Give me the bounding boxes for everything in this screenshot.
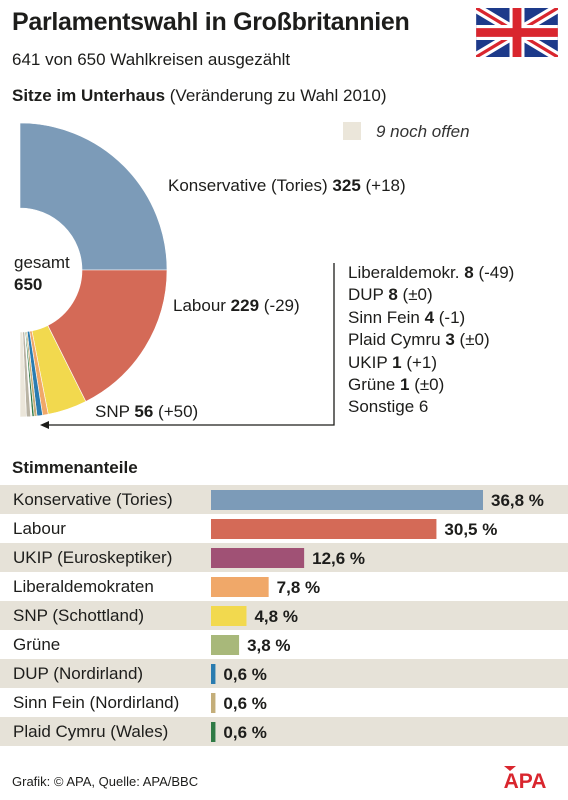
small-party-value: 6 [418, 397, 429, 417]
bar-category-label: Labour [13, 519, 66, 538]
small-party-name: Sonstige [348, 397, 415, 417]
donut-slice-0 [19, 122, 168, 271]
small-party-name: DUP [348, 285, 384, 305]
total-seats-caption: gesamt [14, 253, 70, 272]
seat-label-snp: SNP 56 (+50) [95, 402, 198, 422]
small-party-value: 4 [424, 307, 435, 327]
votes-heading: Stimmenanteile [12, 458, 138, 477]
small-party-name: Sinn Fein [348, 307, 420, 327]
open-seats-label: 9 noch offen [376, 122, 470, 141]
bar-category-label: UKIP (Euroskeptiker) [13, 548, 172, 567]
bar-category-label: Liberaldemokraten [13, 577, 154, 596]
small-party-value: 3 [445, 330, 455, 350]
small-parties-bracket [40, 263, 335, 429]
seats-heading-bold: Sitze im Unterhaus [12, 86, 166, 105]
small-party-row-libdem: Liberaldemokr. 8 (-49) [348, 262, 514, 284]
small-party-value: 8 [464, 263, 474, 282]
small-party-row-others: Sonstige 6 [348, 396, 514, 418]
small-party-change: (+1) [406, 352, 438, 372]
vote-share-bar [211, 664, 216, 684]
small-party-name: Liberaldemokr. [348, 263, 460, 282]
bar-row-shade [0, 717, 568, 746]
bar-value-label: 0,6 % [223, 665, 266, 684]
vote-share-bar [211, 519, 437, 539]
donut-slice-1 [47, 269, 168, 402]
bar-value-label: 0,6 % [223, 723, 266, 742]
seat-label-labour: Labour 229 (-29) [173, 296, 300, 316]
apa-logo-text: APA [504, 770, 547, 790]
small-party-value: 1 [392, 352, 402, 372]
bar-value-label: 0,6 % [223, 694, 266, 713]
vote-share-bar [211, 606, 247, 626]
seats-heading: Sitze im Unterhaus (Veränderung zu Wahl … [12, 86, 387, 106]
bar-category-label: Sinn Fein (Nordirland) [13, 693, 179, 712]
small-party-row-sinnfein: Sinn Fein 4 (-1) [348, 307, 514, 329]
seats-donut-chart [19, 122, 168, 418]
seat-label-change: (+50) [158, 402, 199, 421]
seat-label-value: 56 [134, 402, 154, 421]
small-parties-list: Liberaldemokr. 8 (-49) DUP 8 (±0) Sinn F… [348, 262, 514, 419]
small-party-change: (-1) [438, 307, 466, 327]
bar-category-label: Konservative (Tories) [13, 490, 173, 509]
bar-category-label: Plaid Cymru (Wales) [13, 722, 168, 741]
bar-row-shade [0, 659, 568, 688]
seat-label-conservatives: Konservative (Tories) 325 (+18) [168, 176, 406, 196]
bar-value-label: 30,5 % [444, 520, 497, 539]
page-title: Parlamentswahl in Großbritannien [12, 8, 410, 36]
bar-category-label: DUP (Nordirland) [13, 664, 143, 683]
bar-value-label: 4,8 % [254, 607, 297, 626]
seat-label-change: (+18) [365, 176, 406, 195]
vote-share-bar [211, 722, 216, 742]
total-seats-label: gesamt 650 [14, 252, 70, 296]
small-party-value: 8 [388, 285, 398, 305]
vote-share-bar [211, 548, 305, 568]
small-party-change: (±0) [402, 285, 433, 305]
vote-share-bar [211, 635, 240, 655]
bar-category-label: Grüne [13, 635, 60, 654]
small-party-row-plaid: Plaid Cymru 3 (±0) [348, 329, 514, 351]
vote-share-bar [211, 490, 483, 510]
bar-value-label: 36,8 % [491, 491, 544, 510]
source-footer: Grafik: © APA, Quelle: APA/BBC [12, 774, 199, 789]
vote-share-bar-chart: Konservative (Tories) 36,8 % Labour 30,5 % U… [0, 485, 568, 746]
small-party-change: (±0) [459, 330, 490, 350]
page-subtitle: 641 von 650 Wahlkreisen ausgezählt [12, 50, 291, 69]
vote-share-bar [211, 693, 216, 713]
bar-value-label: 3,8 % [247, 636, 290, 655]
bar-row-shade [0, 601, 568, 630]
bar-value-label: 12,6 % [312, 549, 365, 568]
seat-label-value: 325 [332, 176, 361, 195]
seats-heading-rest: (Veränderung zu Wahl 2010) [165, 86, 387, 105]
small-party-row-dup: DUP 8 (±0) [348, 284, 514, 306]
bar-value-label: 7,8 % [277, 578, 320, 597]
donut-slice-open [19, 331, 27, 418]
bar-category-label: SNP (Schottland) [13, 606, 144, 625]
seat-label-change: (-29) [263, 296, 300, 315]
small-party-row-greens: Grüne 1 (±0) [348, 374, 514, 396]
open-seats-swatch [343, 122, 361, 140]
seat-label-value: 229 [230, 296, 260, 315]
total-seats-value: 650 [14, 275, 43, 294]
small-party-name: Grüne [348, 375, 396, 395]
apa-logo-icon: APA [504, 766, 547, 790]
small-party-name: UKIP [348, 352, 388, 372]
small-party-value: 1 [399, 375, 410, 395]
small-party-name: Plaid Cymru [348, 330, 441, 350]
small-party-change: (±0) [414, 375, 445, 395]
small-party-change: (-49) [478, 263, 515, 282]
seat-label-name: SNP [95, 402, 130, 421]
small-party-row-ukip: UKIP 1 (+1) [348, 352, 514, 374]
union-jack-flag-icon [476, 8, 558, 57]
seat-label-name: Konservative (Tories) [168, 176, 328, 195]
seat-label-name: Labour [173, 296, 226, 315]
vote-share-bar [211, 577, 269, 597]
